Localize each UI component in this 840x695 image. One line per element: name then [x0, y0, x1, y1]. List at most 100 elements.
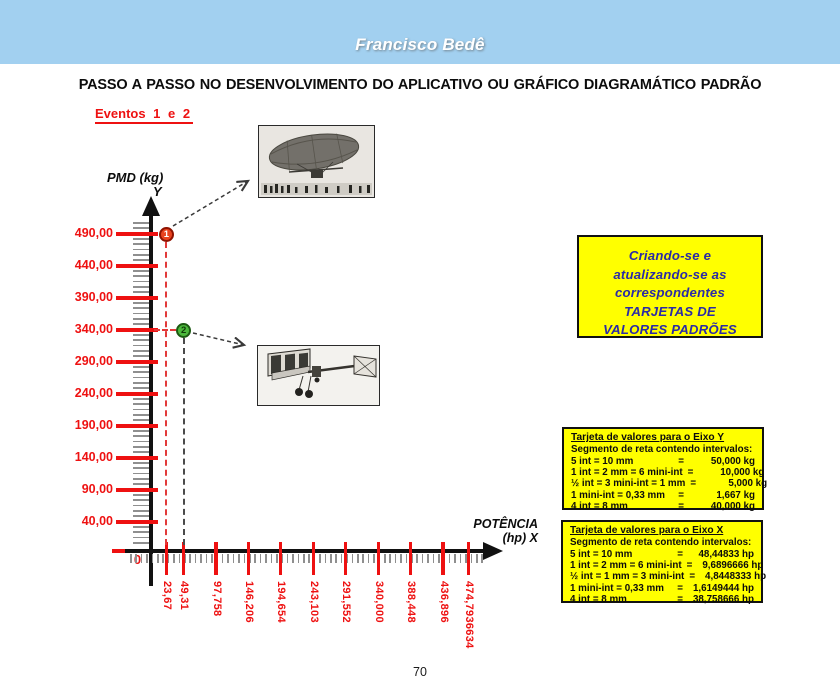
- y-minor-tick: [133, 365, 149, 368]
- x-minor-tick: [178, 553, 181, 563]
- x-major-tick: [311, 542, 315, 575]
- y-minor-tick: [133, 509, 149, 512]
- x-minor-tick: [400, 553, 402, 563]
- x-minor-tick: [221, 553, 224, 563]
- x-major-tick: [466, 542, 470, 575]
- tarjeta-eixo-x: Tarjeta de valores para o Eixo X Segmento…: [561, 520, 767, 605]
- x-minor-tick: [459, 553, 462, 563]
- tarjeta-row-label: 5 int = 10 mm: [570, 548, 633, 560]
- tarjeta-row-value: 50,000 kg: [710, 455, 755, 467]
- tarjeta-subtitle: Segmento de reta contendo intervalos:: [570, 537, 752, 548]
- tarjeta-row-value: 40,000 kg: [710, 501, 755, 513]
- x-minor-tick: [254, 553, 256, 563]
- note-line: TARJETAS DE: [624, 303, 716, 319]
- x-minor-tick: [275, 553, 278, 563]
- x-tick-label: 49,31: [178, 581, 191, 611]
- y-minor-tick: [133, 451, 149, 453]
- y-minor-tick: [133, 440, 149, 443]
- x-tick-label: 436,896: [437, 581, 450, 623]
- x-major-tick: [279, 542, 283, 575]
- y-minor-tick: [133, 499, 149, 501]
- tarjeta-row-label: ½ int = 1 mm = 3 mini-int: [570, 571, 685, 583]
- x-minor-tick: [470, 553, 473, 563]
- x-minor-tick: [243, 553, 246, 563]
- y-minor-tick: [133, 291, 149, 293]
- y-tick-label: 40,00: [81, 514, 113, 528]
- y-minor-tick: [133, 531, 149, 533]
- tarjeta-row: 4 int = 8 mm = 38,758666 hp: [570, 594, 754, 605]
- note-line: atualizando-se as: [613, 266, 727, 282]
- y-major-tick: [116, 520, 158, 524]
- y-minor-tick: [133, 349, 149, 352]
- y-minor-tick: [133, 248, 149, 251]
- x-minor-tick: [232, 553, 235, 563]
- y-major-tick: [116, 232, 158, 236]
- y-minor-tick: [133, 515, 149, 517]
- note-box: Criando-se e atualizando-se as corresponde…: [577, 235, 763, 338]
- data-point-1: 1: [158, 226, 174, 242]
- y-major-tick: [116, 424, 158, 428]
- y-minor-tick: [133, 333, 149, 336]
- x-minor-tick: [405, 553, 408, 563]
- x-minor-tick: [454, 553, 456, 563]
- y-minor-tick: [133, 307, 149, 309]
- y-minor-tick: [133, 269, 149, 272]
- x-minor-tick: [389, 553, 392, 563]
- origin-label: 0: [133, 552, 142, 567]
- tarjeta-row-label: 4 int = 8 mm: [570, 594, 627, 606]
- y-minor-tick: [133, 525, 149, 528]
- note-line: Criando-se e: [628, 248, 712, 263]
- tarjeta-row-equals: =: [686, 560, 693, 571]
- y-minor-tick: [133, 429, 149, 432]
- tarjeta-row-label: 1 mini-int = 0,33 mm: [571, 489, 665, 501]
- x-tick-label: 340,000: [372, 581, 385, 623]
- tarjeta-row-label: 1 int = 2 mm = 6 mini-int: [571, 467, 683, 478]
- x-minor-tick: [324, 553, 327, 563]
- y-axis-arrowhead-icon: [142, 196, 160, 216]
- y-tick-label: 340,00: [74, 322, 113, 336]
- y-minor-tick: [133, 371, 149, 373]
- x-minor-tick: [205, 553, 208, 563]
- note-line: VALORES PADRÕES: [603, 322, 737, 338]
- y-tick-label: 140,00: [74, 450, 113, 464]
- x-major-tick: [409, 542, 413, 575]
- tarjeta-row-value: 5,000 kg: [728, 478, 768, 490]
- header-bar: Francisco Bedê: [0, 0, 840, 64]
- tarjeta-row-equals: =: [678, 455, 684, 467]
- x-minor-tick: [200, 553, 202, 563]
- tarjeta-row-label: 5 int = 10 mm: [571, 455, 634, 467]
- tarjeta-row-value: 4,8448333 hp: [705, 571, 767, 583]
- x-minor-tick: [162, 553, 165, 563]
- x-minor-tick: [475, 553, 478, 563]
- tarjeta-subtitle: Segmento de reta contendo intervalos:: [571, 444, 753, 455]
- x-minor-tick: [238, 553, 240, 563]
- x-minor-tick: [173, 553, 175, 563]
- tarjeta-title: Tarjeta de valores para o Eixo Y: [571, 432, 725, 443]
- y-major-tick: [116, 360, 158, 364]
- projection-line-to-y-axis: [154, 329, 176, 331]
- tarjeta-row-equals: =: [689, 571, 696, 583]
- x-minor-tick: [146, 553, 148, 563]
- x-minor-tick: [259, 553, 262, 563]
- tarjeta-row-equals: =: [678, 501, 684, 513]
- tarjeta-row-equals: =: [687, 467, 694, 478]
- y-minor-tick: [133, 243, 149, 245]
- x-major-tick: [441, 542, 445, 575]
- x-axis-line: [124, 549, 486, 553]
- x-tick-label: 146,206: [242, 581, 255, 623]
- tarjeta-row: 5 int = 10 mm = 48,44833 hp: [570, 549, 754, 560]
- y-tick-label: 390,00: [74, 290, 113, 304]
- y-minor-tick: [133, 301, 149, 304]
- x-minor-tick: [151, 553, 154, 563]
- y-minor-tick: [133, 339, 149, 341]
- x-major-tick: [246, 542, 251, 575]
- x-minor-tick: [335, 553, 337, 563]
- x-minor-tick: [194, 553, 197, 563]
- x-axis-title: POTÊNCIA (hp) X: [450, 517, 538, 545]
- events-label: Eventos 1 e 2: [95, 106, 194, 124]
- y-tick-label: 290,00: [74, 354, 113, 368]
- x-minor-tick: [329, 553, 332, 563]
- tarjeta-row-value: 48,44833 hp: [698, 548, 754, 560]
- tarjeta-row-value: 38,758666 hp: [692, 594, 754, 606]
- tarjeta-row-value: 1,667 kg: [716, 489, 755, 501]
